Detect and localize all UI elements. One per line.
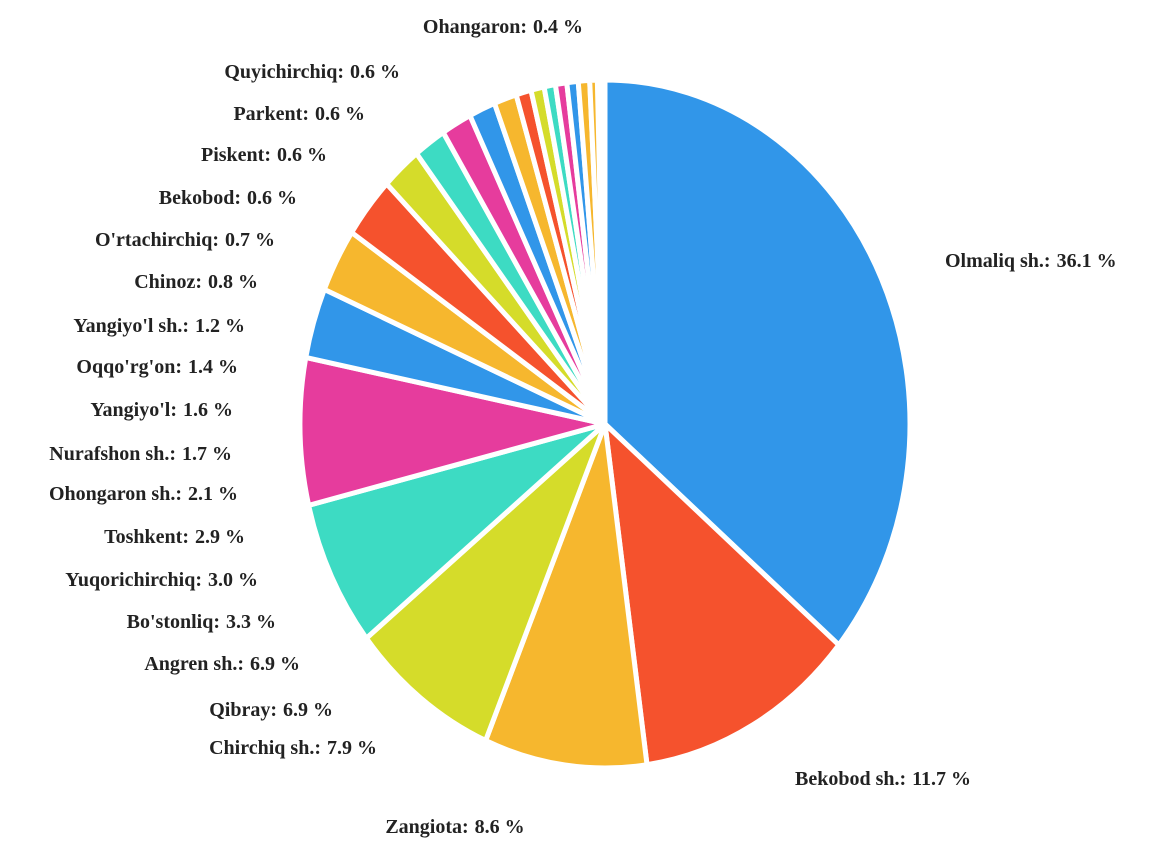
slice-category: Ohongaron sh.: (49, 483, 182, 505)
slice-value: 1.2 % (195, 315, 245, 337)
slice-category: Toshkent: (104, 526, 189, 548)
slice-value: 6.9 % (283, 699, 333, 721)
pie-slice (297, 354, 608, 508)
slice-category: Chinoz: (134, 271, 202, 293)
slice-label: Toshkent: 2.9 % (104, 526, 245, 548)
slice-value: 1.7 % (182, 443, 232, 465)
pie-slice (306, 421, 608, 641)
slice-label: Zangiota: 8.6 % (385, 816, 524, 838)
pie-slice (587, 77, 608, 427)
slice-value: 0.6 % (247, 187, 297, 209)
slice-label: Oqqo'rg'on: 1.4 % (76, 356, 238, 378)
slice-category: Bekobod sh.: (795, 768, 906, 790)
slice-label: Parkent: 0.6 % (233, 103, 365, 125)
slice-value: 11.7 % (912, 768, 971, 790)
slice-value: 0.7 % (225, 229, 275, 251)
slice-category: Nurafshon sh.: (49, 443, 176, 465)
slice-label: Quyichirchiq: 0.6 % (224, 61, 400, 83)
slice-value: 1.4 % (188, 356, 238, 378)
slice-category: Bo'stonliq: (127, 611, 220, 633)
slice-label: Ohangaron: 0.4 % (423, 16, 583, 38)
slice-label: O'rtachirchiq: 0.7 % (95, 229, 275, 251)
slice-value: 1.6 % (183, 399, 233, 421)
slice-category: Zangiota: (385, 816, 468, 838)
slice-category: Yuqorichirchiq: (65, 569, 202, 591)
slice-category: Yangiyo'l: (90, 399, 177, 421)
slice-value: 2.9 % (195, 526, 245, 548)
slice-category: Olmaliq sh.: (945, 250, 1051, 272)
slice-category: Parkent: (233, 103, 309, 125)
slice-label: Angren sh.: 6.9 % (144, 653, 300, 675)
slice-category: Chirchiq sh.: (209, 737, 321, 759)
slice-label: Yangiyo'l sh.: 1.2 % (73, 315, 245, 337)
pie-slice (602, 421, 842, 768)
slice-label: Ohongaron sh.: 2.1 % (49, 483, 238, 505)
slice-value: 0.6 % (350, 61, 400, 83)
slice-value: 6.9 % (250, 653, 300, 675)
slice-value: 7.9 % (327, 737, 377, 759)
slice-label: Piskent: 0.6 % (201, 144, 327, 166)
slice-label: Bo'stonliq: 3.3 % (127, 611, 276, 633)
slice-label: Qibray: 6.9 % (209, 699, 333, 721)
slice-category: Qibray: (209, 699, 277, 721)
slice-category: Yangiyo'l sh.: (73, 315, 189, 337)
slice-label: Yuqorichirchiq: 3.0 % (65, 569, 258, 591)
slice-category: Oqqo'rg'on: (76, 356, 182, 378)
slice-label: Chirchiq sh.: 7.9 % (209, 737, 377, 759)
slice-value: 3.3 % (226, 611, 276, 633)
slice-label: Olmaliq sh.: 36.1 % (945, 250, 1117, 272)
slice-value: 0.6 % (277, 144, 327, 166)
pie-slice (363, 421, 608, 744)
slice-label: Bekobod sh.: 11.7 % (795, 768, 971, 790)
slice-label: Yangiyo'l: 1.6 % (90, 399, 233, 421)
slice-label: Chinoz: 0.8 % (134, 271, 258, 293)
slice-value: 0.6 % (315, 103, 365, 125)
slice-category: Ohangaron: (423, 16, 527, 38)
slice-value: 8.6 % (475, 816, 525, 838)
slice-value: 0.4 % (533, 16, 583, 38)
slice-value: 0.8 % (208, 271, 258, 293)
slice-category: Bekobod: (159, 187, 241, 209)
slice-value: 36.1 % (1057, 250, 1117, 272)
slice-category: Piskent: (201, 144, 271, 166)
slice-label: Bekobod: 0.6 % (159, 187, 297, 209)
pie-slice (602, 77, 913, 648)
slice-value: 3.0 % (208, 569, 258, 591)
slice-label: Nurafshon sh.: 1.7 % (49, 443, 232, 465)
slice-value: 2.1 % (188, 483, 238, 505)
slice-category: Angren sh.: (144, 653, 244, 675)
slice-category: Quyichirchiq: (224, 61, 344, 83)
pie-slice (483, 421, 650, 771)
slice-category: O'rtachirchiq: (95, 229, 219, 251)
